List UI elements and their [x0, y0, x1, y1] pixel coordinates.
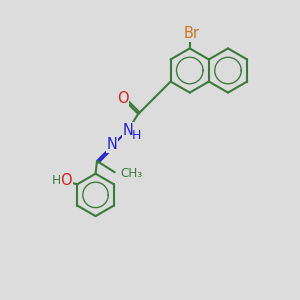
Text: CH₃: CH₃ — [120, 167, 142, 180]
Text: N: N — [122, 123, 134, 138]
Text: H: H — [52, 174, 61, 187]
Text: H: H — [131, 129, 141, 142]
Text: O: O — [117, 91, 128, 106]
Text: O: O — [61, 173, 72, 188]
Text: Br: Br — [183, 26, 199, 41]
Text: N: N — [106, 137, 117, 152]
